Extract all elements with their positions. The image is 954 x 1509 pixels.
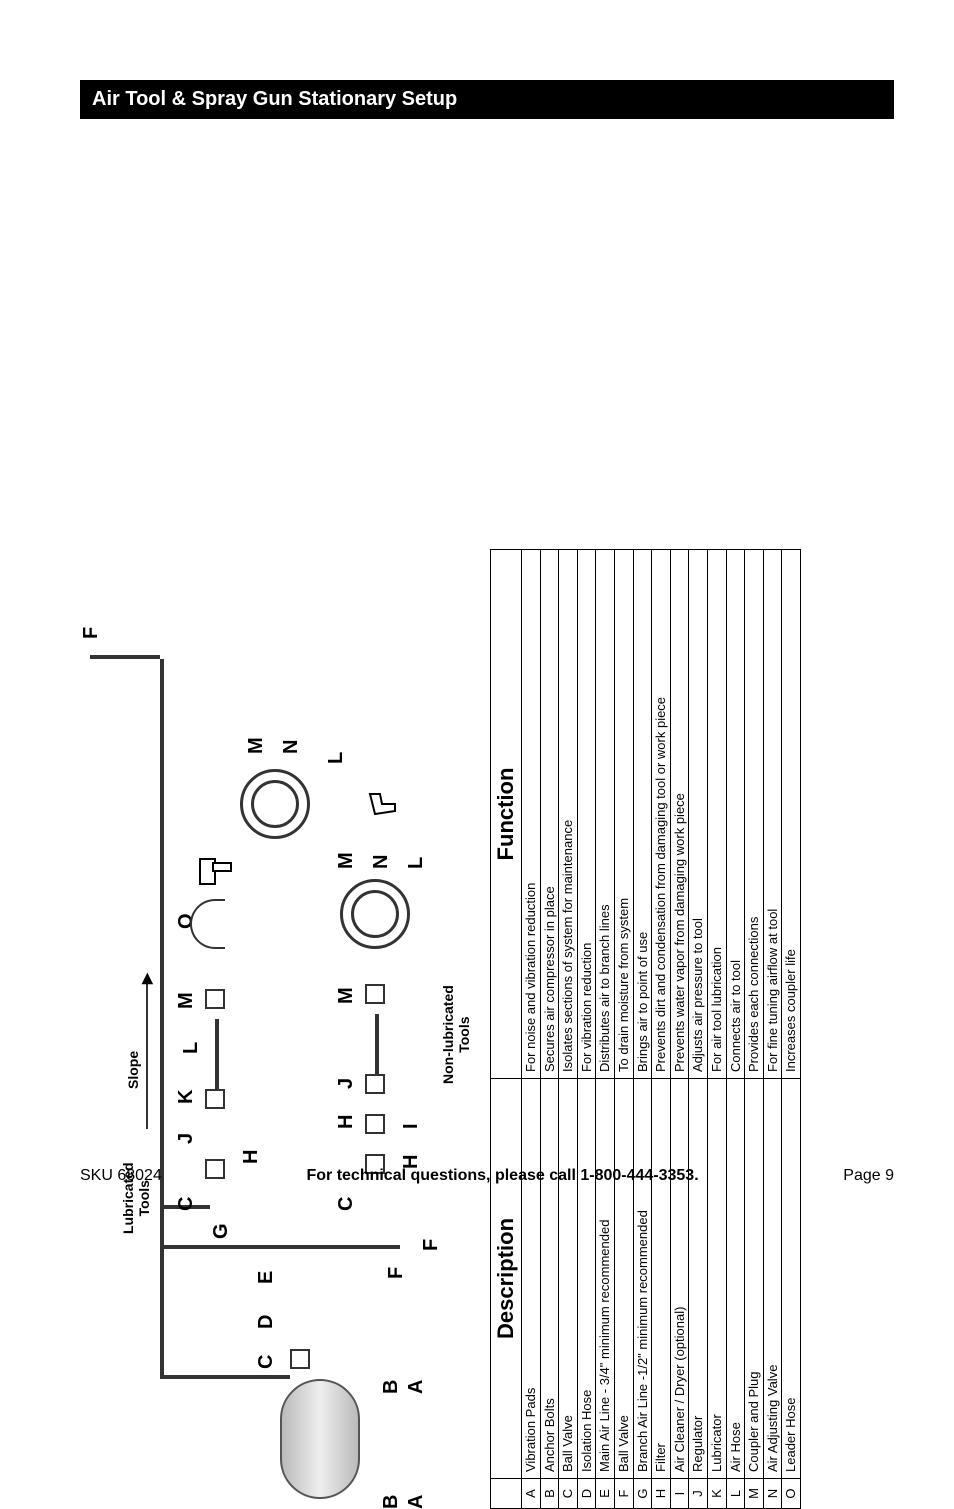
regulator-icon-b bbox=[365, 1074, 385, 1094]
table-row: MCoupler and PlugProvides each connectio… bbox=[745, 550, 764, 1509]
table-row: IAir Cleaner / Dryer (optional)Prevents … bbox=[670, 550, 689, 1509]
table-row: DIsolation HoseFor vibration reduction bbox=[577, 550, 596, 1509]
callout-H3: H bbox=[335, 1115, 358, 1129]
air-hose-coil-top bbox=[240, 769, 310, 839]
callout-F-tr: F bbox=[80, 627, 103, 639]
page-footer: SKU 68024 For technical questions, pleas… bbox=[80, 1167, 894, 1185]
hose-L-top bbox=[215, 1019, 219, 1089]
callout-L3: L bbox=[405, 857, 428, 869]
callout-C3: C bbox=[335, 1197, 358, 1211]
callout-L: L bbox=[180, 1042, 203, 1054]
callout-J: J bbox=[175, 1133, 198, 1144]
coupler-icon-b bbox=[365, 984, 385, 1004]
table-row: FBall ValveTo drain moisture from system bbox=[614, 550, 633, 1509]
legend-body: AVibration PadsFor noise and vibration r… bbox=[522, 550, 801, 1509]
callout-N2: N bbox=[370, 855, 393, 869]
table-row: BAnchor BoltsSecures air compressor in p… bbox=[540, 550, 559, 1509]
callout-H: H bbox=[240, 1150, 263, 1164]
leader-hose-loop bbox=[190, 899, 225, 949]
callout-F3: F bbox=[420, 1239, 443, 1251]
callout-J2: J bbox=[335, 1078, 358, 1089]
footer-sku: SKU 68024 bbox=[80, 1167, 162, 1185]
footer-page: Page 9 bbox=[843, 1167, 894, 1185]
callout-M: M bbox=[175, 992, 198, 1009]
table-row: EMain Air Line - 3/4" minimum recommende… bbox=[596, 550, 615, 1509]
slope-arrow-head: ▶ bbox=[138, 973, 155, 984]
table-row: NAir Adjusting ValveFor fine tuning airf… bbox=[763, 550, 782, 1509]
spray-gun-icon bbox=[360, 779, 400, 819]
table-row: GBranch Air Line -1/2" minimum recommend… bbox=[633, 550, 652, 1509]
slope-arrow-line bbox=[146, 979, 148, 1129]
callout-G: G bbox=[210, 1223, 233, 1239]
table-row: CBall ValveIsolates sections of system f… bbox=[559, 550, 578, 1509]
footer-support: For technical questions, please call 1-8… bbox=[306, 1167, 698, 1185]
callout-A: A bbox=[405, 1495, 428, 1509]
callout-A2: A bbox=[405, 1380, 428, 1394]
legend-table: Description Function AVibration PadsFor … bbox=[490, 549, 801, 1509]
legend-header-desc: Description bbox=[491, 1079, 522, 1479]
drop-pipe bbox=[160, 1245, 400, 1249]
callout-E: E bbox=[255, 1271, 278, 1284]
main-air-line bbox=[160, 659, 164, 1379]
legend-header-func: Function bbox=[491, 550, 522, 1079]
section-title: Air Tool & Spray Gun Stationary Setup bbox=[80, 80, 894, 119]
callout-C2: C bbox=[175, 1197, 198, 1211]
callout-I: I bbox=[400, 1123, 423, 1129]
table-row: JRegulatorAdjusts air pressure to tool bbox=[689, 550, 708, 1509]
callout-N: N bbox=[280, 740, 303, 754]
legend-header-key bbox=[491, 1479, 522, 1509]
hose-L-bot bbox=[375, 1014, 379, 1074]
callout-K: K bbox=[175, 1090, 198, 1104]
rotated-layout: B A B A C D E Slope ▶ Lubricated Tools bbox=[80, 549, 880, 1509]
table-row: KLubricatorFor air tool lubrication bbox=[707, 550, 726, 1509]
content-area: B A B A C D E Slope ▶ Lubricated Tools bbox=[80, 139, 894, 1139]
callout-B: B bbox=[380, 1495, 403, 1509]
air-hose-coil-bot bbox=[340, 879, 410, 949]
callout-L2: L bbox=[325, 752, 348, 764]
end-drop bbox=[90, 655, 160, 659]
compressor-icon bbox=[280, 1379, 360, 1499]
table-row: LAir HoseConnects air to tool bbox=[726, 550, 745, 1509]
callout-F2: F bbox=[385, 1267, 408, 1279]
dryer-icon bbox=[365, 1114, 385, 1134]
callout-M3: M bbox=[335, 987, 358, 1004]
callout-M2: M bbox=[245, 737, 268, 754]
table-row: HFilterPrevents dirt and condensation fr… bbox=[652, 550, 671, 1509]
riser-pipe bbox=[160, 1375, 290, 1379]
coupler-icon bbox=[205, 989, 225, 1009]
callout-D: D bbox=[255, 1315, 278, 1329]
setup-diagram: B A B A C D E Slope ▶ Lubricated Tools bbox=[80, 549, 480, 1509]
nailer-tool-icon bbox=[195, 849, 235, 889]
nonlubricated-label: Non-lubricated Tools bbox=[440, 985, 472, 1084]
callout-B2: B bbox=[380, 1380, 403, 1394]
lubricator-icon bbox=[205, 1089, 225, 1109]
table-row: OLeader HoseIncreases coupler life bbox=[782, 550, 801, 1509]
slope-label: Slope bbox=[125, 1051, 141, 1089]
table-row: AVibration PadsFor noise and vibration r… bbox=[522, 550, 541, 1509]
callout-C: C bbox=[255, 1355, 278, 1369]
valve-icon bbox=[290, 1349, 310, 1369]
callout-M4: M bbox=[335, 852, 358, 869]
